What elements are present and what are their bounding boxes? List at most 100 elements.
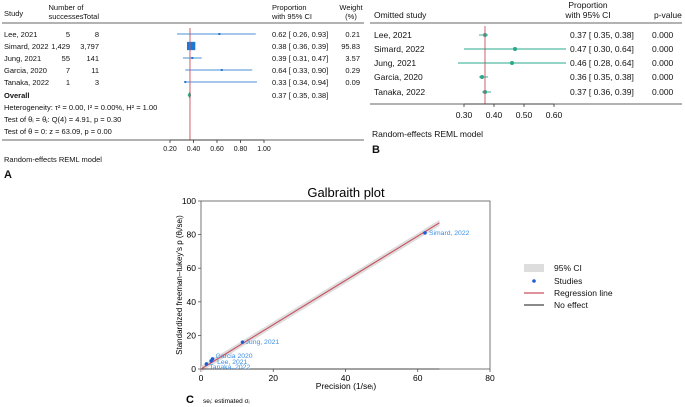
study-total: 11 <box>91 66 99 75</box>
study-weight: 0.09 <box>345 78 360 87</box>
overall-diamond <box>187 91 192 99</box>
study-weight: 95.83 <box>341 42 360 51</box>
x-tick-label-c: 20 <box>269 373 279 383</box>
axis-tick-label-b: 0.50 <box>516 110 533 120</box>
omitted-study-ci-text: 0.47 [ 0.30, 0.64] <box>570 44 634 54</box>
loo-rows-b: Lee, 2021 0.37 [ 0.35, 0.38] 0.000 Simard, … <box>374 30 674 97</box>
galbraith-legend: 95% CI Studies Regression line No effect <box>524 263 613 310</box>
study-weight: 0.29 <box>345 66 360 75</box>
omitted-study-name: Jung, 2021 <box>374 58 416 68</box>
forest-axis-a: 0.20 0.40 0.60 0.80 1.00 <box>163 28 271 153</box>
study-successes: 55 <box>62 54 70 63</box>
galbraith-ylabel: Standardized freeman–tukey's p (θᵢ/seᵢ) <box>175 215 184 355</box>
study-ci-text: 0.38 [ 0.36, 0.39] <box>272 42 328 51</box>
study-marker <box>220 69 223 71</box>
study-total: 3 <box>95 78 99 87</box>
axis-tick-label-b: 0.30 <box>456 110 473 120</box>
omitted-study-name: Garcia, 2020 <box>374 72 423 82</box>
omitted-study-pvalue: 0.000 <box>652 44 674 54</box>
study-name: Lee, 2021 <box>4 30 37 39</box>
axis-tick-label-a: 0.60 <box>210 146 224 153</box>
forest-plot-a: Study Number of successes Total Proporti… <box>2 3 364 181</box>
omitted-study-marker <box>480 75 484 79</box>
header-total: Total <box>83 12 99 21</box>
study-ci-text: 0.39 [ 0.31, 0.47] <box>272 54 328 63</box>
omitted-study-pvalue: 0.000 <box>652 58 674 68</box>
overall-ci: 0.37 [ 0.35, 0.38] <box>272 91 328 100</box>
x-tick-label-c: 40 <box>341 373 351 383</box>
header-b-proportion-1: Proportion <box>568 0 607 10</box>
header-proportion-1: Proportion <box>272 3 307 12</box>
axis-tick-label-b: 0.60 <box>546 110 563 120</box>
overall-label: Overall <box>4 91 29 100</box>
omitted-study-pvalue: 0.000 <box>652 30 674 40</box>
study-point <box>423 231 427 235</box>
model-b: Random-effects REML model <box>372 129 483 139</box>
leave-one-out-b: Omitted study Proportion with 95% CI p-v… <box>370 0 682 156</box>
header-omitted-study: Omitted study <box>374 10 427 20</box>
study-weight: 0.21 <box>345 30 360 39</box>
study-point-label: Lee, 2021 <box>217 359 247 366</box>
axis-tick-label-a: 1.00 <box>257 146 271 153</box>
omitted-study-name: Tanaka, 2022 <box>374 87 425 97</box>
legend-ci-swatch <box>524 264 544 272</box>
y-tick-label-c: 80 <box>187 230 197 240</box>
galbraith-xlabel: Precision (1/seᵢ) <box>316 381 377 391</box>
study-point <box>240 340 245 344</box>
study-marker <box>186 41 196 51</box>
study-name: Tanaka, 2022 <box>4 78 49 87</box>
axis-tick-label-a: 0.20 <box>163 146 177 153</box>
heterogeneity-text: Heterogeneity: τ² = 0.00, I² = 0.00%, H²… <box>4 103 157 112</box>
loo-axis-b: 0.30 0.40 0.50 0.60 <box>456 26 563 120</box>
y-tick-label-c: 40 <box>187 297 197 307</box>
galbraith-plot-c: Galbraith plot 0 20 40 60 80 0 20 40 60 80 100 Sima… <box>175 185 613 406</box>
header-weight-1: Weight <box>339 3 363 12</box>
study-ci-text: 0.33 [ 0.34, 0.94] <box>272 78 328 87</box>
omitted-study-marker <box>510 61 514 65</box>
omitted-study-ci-text: 0.37 [ 0.35, 0.38] <box>570 30 634 40</box>
panel-label-c: C <box>186 394 194 406</box>
study-ci-text: 0.62 [ 0.26, 0.93] <box>272 30 328 39</box>
header-study: Study <box>4 9 23 18</box>
study-marker <box>218 33 221 35</box>
x-tick-label-c: 60 <box>413 373 423 383</box>
galbraith-footnote: seᵢ: estimated σᵢ <box>203 398 250 405</box>
omitted-study-pvalue: 0.000 <box>652 72 674 82</box>
study-total: 3,797 <box>80 42 99 51</box>
panel-label-a: A <box>4 169 12 181</box>
study-successes: 5 <box>66 30 70 39</box>
legend-no-effect-label: No effect <box>554 300 589 310</box>
study-successes: 7 <box>66 66 70 75</box>
omitted-study-ci-text: 0.36 [ 0.35, 0.38] <box>570 72 634 82</box>
legend-studies-marker <box>532 279 536 283</box>
study-marker <box>184 81 187 83</box>
omitted-study-name: Lee, 2021 <box>374 30 412 40</box>
legend-ci-label: 95% CI <box>554 263 582 273</box>
model-a: Random-effects REML model <box>4 155 102 164</box>
header-b-pvalue: p-value <box>654 10 682 20</box>
regression-line <box>200 222 440 370</box>
study-name: Garcia, 2020 <box>4 66 47 75</box>
panel-label-b: B <box>372 144 380 156</box>
test-theta-i-text: Test of θᵢ = θⱼ: Q(4) = 4.91, p = 0.30 <box>4 115 121 124</box>
study-total: 8 <box>95 30 99 39</box>
y-tick-label-c: 60 <box>187 263 197 273</box>
omitted-study-pvalue: 0.000 <box>652 87 674 97</box>
study-point-label: Jung, 2021 <box>246 339 280 346</box>
y-tick-label-c: 100 <box>182 196 196 206</box>
test-theta-text: Test of θ = 0: z = 63.09, p = 0.00 <box>4 127 112 136</box>
omitted-study-ci-text: 0.37 [ 0.36, 0.39] <box>570 87 634 97</box>
y-tick-label-c: 20 <box>187 330 197 340</box>
header-successes-1: Number of <box>48 3 84 12</box>
study-successes: 1,429 <box>51 42 70 51</box>
header-successes-2: successes <box>48 12 83 21</box>
study-point <box>204 362 209 366</box>
axis-tick-label-b: 0.40 <box>486 110 503 120</box>
galbraith-title: Galbraith plot <box>307 185 385 200</box>
study-name: Jung, 2021 <box>4 54 41 63</box>
header-weight-2: (%) <box>345 12 357 21</box>
study-point <box>209 359 213 363</box>
study-marker <box>191 57 194 59</box>
study-point-label: Garcia 2020 <box>216 353 253 360</box>
x-tick-label-c: 0 <box>199 373 204 383</box>
